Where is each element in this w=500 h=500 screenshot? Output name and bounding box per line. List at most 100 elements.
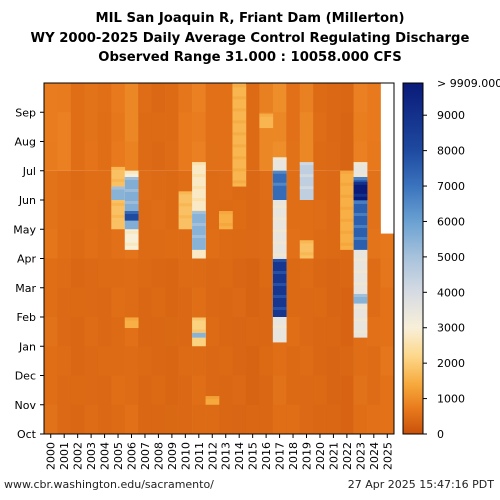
event-band <box>192 186 206 190</box>
cell-2009-spring <box>165 170 179 259</box>
cell-2001-texture <box>57 258 72 288</box>
colorbar-tick-label: 4000 <box>437 286 465 299</box>
x-axis: 2000 2001 2002 2003 2004 2005 2006 2007 2008 2009… <box>45 434 394 470</box>
event-band <box>340 242 354 246</box>
cell-2004-spring <box>97 170 112 259</box>
cell-2023-texture <box>353 375 368 405</box>
event-2019-18 <box>299 240 314 259</box>
colorbar-tick-label: 8000 <box>437 145 465 158</box>
cell-2003-spring <box>84 170 99 259</box>
event-band <box>272 182 287 186</box>
cell-2000-spring <box>44 170 58 259</box>
cell-2015-texture <box>245 317 260 347</box>
cell-2005-texture <box>111 287 126 317</box>
event-band <box>353 181 368 185</box>
colorbar-tick-label: 1000 <box>437 393 465 406</box>
cell-2021-summer <box>326 83 341 171</box>
event-band <box>272 241 287 245</box>
cell-2020-summer <box>313 83 327 171</box>
event-band <box>219 223 233 227</box>
event-band <box>178 191 193 195</box>
cell-2012-texture <box>205 229 220 259</box>
cell-2002-summer <box>70 83 85 171</box>
event-band <box>232 108 247 112</box>
event-band <box>272 229 287 233</box>
x-tick-label: 2005 <box>112 442 125 470</box>
footer-timestamp: 27 Apr 2025 15:47:16 PDT <box>347 478 494 491</box>
cell-2005-texture <box>111 112 126 142</box>
x-tick-label: 2020 <box>314 442 327 470</box>
cell-2023-texture <box>353 112 368 142</box>
cell-2009-texture <box>165 404 179 434</box>
cell-2013-summer <box>219 83 233 171</box>
cell-2019-texture <box>299 258 314 288</box>
event-band <box>299 174 314 178</box>
event-band <box>272 325 287 329</box>
cell-2013-texture <box>219 83 233 113</box>
cell-2002-texture <box>70 287 85 317</box>
cell-2000-summer <box>44 83 58 171</box>
event-band <box>272 258 287 262</box>
cell-2020-winter <box>313 258 327 434</box>
cell-2008-summer <box>151 83 166 171</box>
event-band <box>192 235 206 239</box>
cell-2021-winter <box>326 258 341 434</box>
x-tick-label: 2021 <box>327 442 340 470</box>
event-band <box>353 212 368 216</box>
cell-2021-texture <box>326 317 341 347</box>
event-2011-10 <box>192 211 206 250</box>
cell-2002-texture <box>70 200 85 230</box>
y-tick-label: Jan <box>18 340 36 353</box>
event-band <box>192 211 206 215</box>
event-band <box>192 223 206 227</box>
x-tick-label: 2019 <box>301 442 314 470</box>
event-band <box>219 211 233 215</box>
cell-2014-texture <box>232 287 247 317</box>
event-band <box>192 162 206 166</box>
cell-2024-texture <box>367 141 381 171</box>
chart-subtitle: WY 2000-2025 Daily Average Control Regul… <box>30 31 470 46</box>
cell-2003-texture <box>84 404 99 434</box>
event-band <box>178 215 193 219</box>
event-band <box>124 176 139 180</box>
cell-2013-texture <box>219 346 233 376</box>
cell-2003-texture <box>84 229 99 259</box>
event-band <box>192 317 206 321</box>
cell-2015-summer <box>245 83 260 171</box>
cell-2002-spring <box>70 170 85 259</box>
cell-2011-texture <box>192 375 206 405</box>
y-tick-label: Jun <box>18 194 36 207</box>
x-tick-label: 2023 <box>354 442 367 470</box>
colorbar-gradient <box>402 82 424 435</box>
event-band <box>124 188 139 192</box>
cell-2004-texture <box>97 258 112 288</box>
cell-2003-winter <box>84 258 99 434</box>
y-tick-label: Oct <box>17 428 37 441</box>
cell-2007-texture <box>138 346 152 376</box>
x-tick-label: 2024 <box>368 442 381 470</box>
cell-2024-spring <box>367 170 381 259</box>
event-band <box>353 306 368 310</box>
event-band <box>124 242 139 246</box>
cell-2010-texture <box>178 258 193 288</box>
cell-2000-texture <box>44 404 58 434</box>
chart-range-text: Observed Range 31.000 : 10058.000 CFS <box>98 50 402 65</box>
event-band <box>124 200 139 204</box>
cell-2005-summer <box>111 83 126 171</box>
cell-2019-summer <box>299 83 314 171</box>
cell-2005-winter <box>111 258 126 434</box>
cell-2009-winter <box>165 258 179 434</box>
x-tick-label: 2022 <box>341 442 354 470</box>
event-band <box>353 176 368 180</box>
cell-2018-summer <box>286 83 301 171</box>
cell-2011-texture <box>192 112 206 142</box>
event-2022-20 <box>340 170 354 250</box>
cell-2022-texture <box>340 83 354 113</box>
x-tick-label: 2009 <box>166 442 179 470</box>
y-tick-label: Sep <box>15 106 36 119</box>
cell-2002-texture <box>70 112 85 142</box>
cell-2025-spring <box>380 233 395 259</box>
x-tick-label: 2010 <box>179 442 192 470</box>
cell-2010-winter <box>178 258 193 434</box>
event-2011-8 <box>192 332 206 338</box>
